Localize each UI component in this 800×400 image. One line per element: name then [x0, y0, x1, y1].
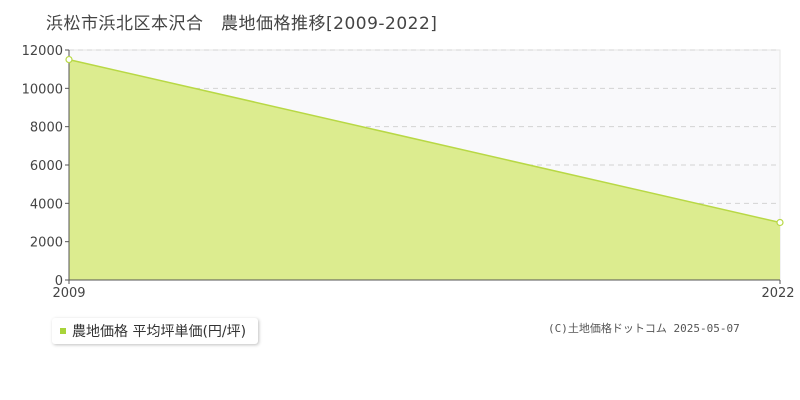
- y-tick-label: 8000: [30, 121, 63, 136]
- y-tick-label: 0: [55, 274, 63, 289]
- x-tick-label: 2022: [761, 286, 794, 301]
- y-tick-labels: 0 2000 4000 6000 8000 10000 12000: [22, 44, 63, 289]
- data-point: [65, 55, 73, 64]
- axes: [65, 49, 781, 284]
- legend[interactable]: 農地価格 平均坪単価(円/坪): [52, 318, 259, 344]
- y-tick-label: 4000: [30, 197, 63, 212]
- chart-title: 浜松市浜北区本沢合 農地価格推移[2009-2022]: [46, 14, 438, 34]
- legend-swatch: [60, 328, 66, 334]
- data-point: [776, 218, 784, 227]
- x-tick-label: 2009: [52, 286, 85, 301]
- y-tick-label: 10000: [22, 82, 63, 97]
- y-tick-label: 2000: [30, 236, 63, 251]
- series-line: [68, 58, 781, 224]
- area-series: [68, 58, 781, 281]
- copyright-text: (C)土地価格ドットコム 2025-05-07: [548, 322, 740, 335]
- data-points: [65, 55, 784, 227]
- area-fill: [69, 59, 780, 281]
- y-tick-label: 12000: [22, 44, 63, 59]
- legend-label: 農地価格 平均坪単価(円/坪): [72, 324, 247, 340]
- x-tick-labels: 2009 2022: [52, 286, 794, 301]
- y-tick-label: 6000: [30, 159, 63, 174]
